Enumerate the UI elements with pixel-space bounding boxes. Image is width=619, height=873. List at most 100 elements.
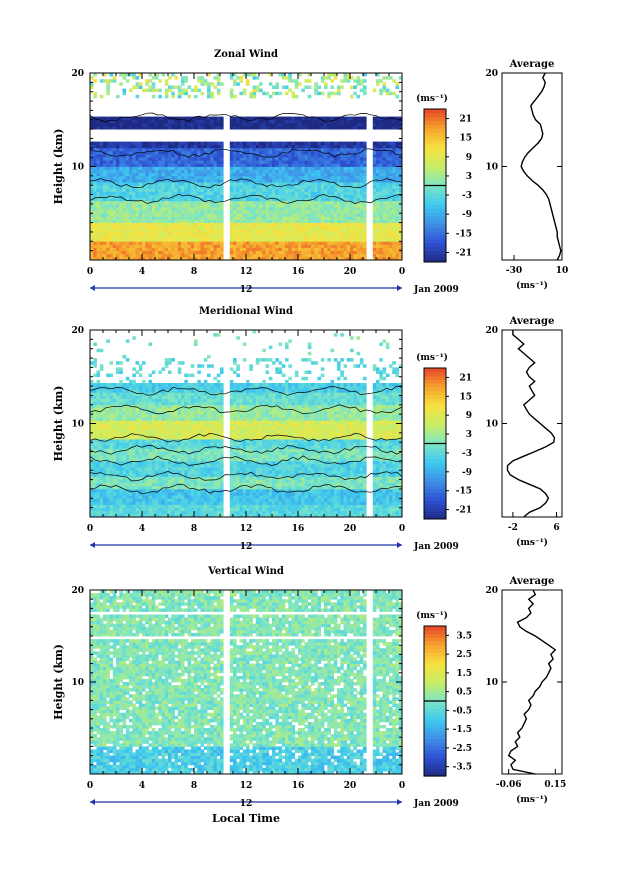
colorbar-segment (424, 162, 446, 167)
heatmap-cell (203, 200, 208, 205)
heatmap-cell (262, 231, 266, 236)
heatmap-cell (353, 116, 357, 121)
heatmap-cell (275, 144, 279, 149)
heatmap-cell (155, 250, 159, 255)
heatmap-cell (340, 250, 344, 255)
heatmap-cell (385, 122, 390, 127)
heatmap-cell (161, 253, 166, 258)
heatmap-cell (246, 79, 250, 83)
heatmap-cell (168, 169, 172, 174)
heatmap-cell (389, 231, 393, 236)
heatmap-cell (262, 119, 266, 124)
heatmap-cell (359, 179, 364, 183)
heatmap-cell (132, 122, 136, 127)
heatmap-cell (125, 169, 130, 174)
heatmap-cell (255, 179, 260, 183)
heatmap-cell (272, 256, 276, 261)
heatmap-cell (116, 119, 120, 124)
heatmap-cell (119, 495, 123, 499)
heatmap-cell (262, 203, 266, 208)
heatmap-cell (125, 482, 130, 487)
heatmap-cell (168, 163, 172, 167)
heatmap-cell (337, 244, 341, 248)
heatmap-cell (93, 457, 97, 462)
heatmap-cell (148, 247, 153, 251)
heatmap-cell (119, 179, 123, 183)
heatmap-cell (395, 207, 400, 211)
heatmap-cell (93, 510, 97, 515)
heatmap-cell (356, 197, 361, 202)
heatmap-cell (90, 194, 94, 199)
contour-line (89, 178, 403, 189)
heatmap-cell (353, 222, 357, 227)
heatmap-cell (99, 219, 104, 223)
heatmap-cell (239, 188, 244, 192)
heatmap-cell (278, 241, 283, 245)
heatmap-cell (265, 191, 270, 195)
heatmap-cell (288, 126, 292, 130)
heatmap-cell (194, 210, 198, 214)
heatmap-cell (90, 250, 94, 255)
heatmap-cell (220, 82, 224, 86)
heatmap-cell (363, 241, 367, 245)
heatmap-cell (200, 122, 205, 127)
heatmap-cell (103, 448, 107, 452)
heatmap-cell (99, 423, 104, 427)
heatmap-cell (145, 216, 149, 220)
heatmap-cell (233, 203, 237, 208)
heatmap-cell (132, 188, 136, 192)
heatmap-cell (275, 203, 279, 208)
heatmap-cell (265, 160, 270, 164)
heatmap-cell (90, 392, 94, 396)
heatmap-cell (288, 210, 292, 214)
heatmap-cell (125, 219, 130, 223)
heatmap-cell (236, 116, 240, 121)
heatmap-cell (200, 163, 205, 167)
heatmap-cell (220, 119, 224, 124)
heatmap-cell (210, 94, 214, 99)
heatmap-cell (210, 147, 214, 152)
heatmap-cell (125, 395, 130, 399)
heatmap-cell (151, 122, 156, 127)
heatmap-cell (132, 457, 136, 462)
heatmap-cell (252, 228, 257, 233)
heatmap-cell (194, 256, 198, 261)
heatmap-cell (109, 457, 114, 462)
heatmap-cell (151, 222, 156, 227)
heatmap-cell (359, 163, 364, 167)
heatmap-cell (177, 241, 182, 245)
heatmap-cell (93, 172, 97, 177)
heatmap-cell (103, 389, 107, 393)
heatmap-cell (93, 429, 97, 434)
heatmap-cell (151, 207, 156, 211)
heatmap-cell (317, 250, 322, 255)
heatmap-cell (389, 213, 393, 217)
heatmap-cell (359, 207, 364, 211)
heatmap-cell (392, 185, 396, 189)
heatmap-cell (288, 185, 292, 189)
heatmap-cell (255, 126, 260, 130)
heatmap-cell (135, 457, 140, 462)
heatmap-cell (135, 116, 140, 121)
heatmap-cell (327, 76, 331, 80)
heatmap-cell (311, 247, 315, 251)
heatmap-cell (304, 147, 309, 152)
heatmap-cell (275, 179, 279, 183)
heatmap-cell (333, 219, 338, 223)
heatmap-cell (168, 194, 172, 199)
heatmap-cell (294, 197, 299, 202)
heatmap-cell (106, 507, 110, 512)
heatmap-cell (119, 504, 123, 508)
heatmap-cell (90, 389, 94, 393)
heatmap-cell (93, 147, 97, 152)
heatmap-cell (129, 448, 133, 452)
heatmap-cell (116, 457, 120, 462)
heatmap-cell (155, 191, 159, 195)
heatmap-cell (184, 157, 188, 161)
heatmap-cell (90, 454, 94, 459)
heatmap-cell (177, 122, 182, 127)
heatmap-cell (363, 225, 367, 230)
heatmap-cell (294, 185, 299, 189)
heatmap-cell (203, 116, 208, 121)
heatmap-cell (164, 222, 169, 227)
